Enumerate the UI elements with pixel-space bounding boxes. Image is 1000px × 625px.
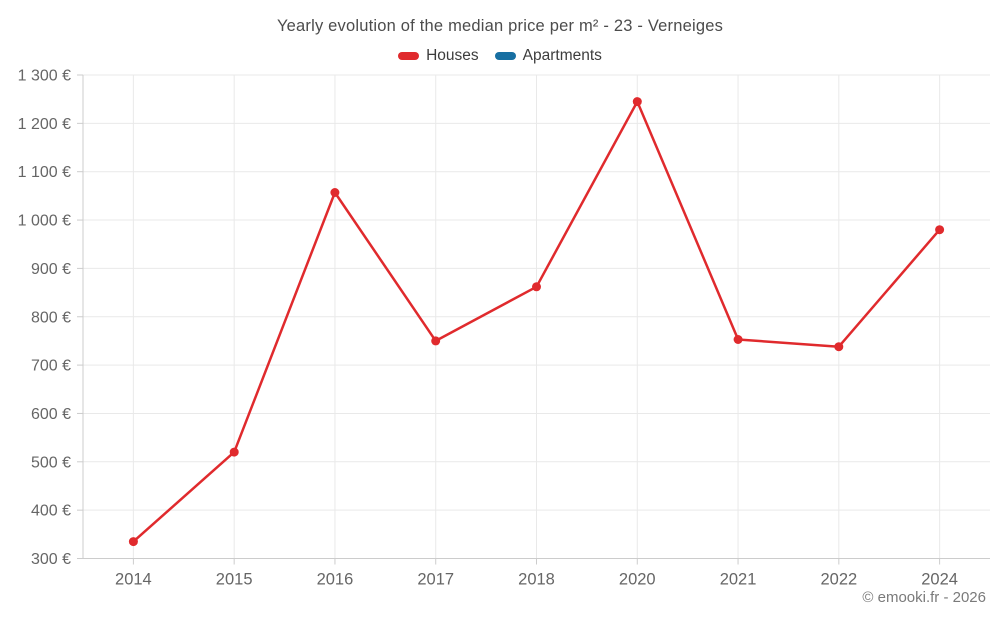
- x-tick-label: 2014: [115, 571, 152, 589]
- y-tick-label: 300 €: [31, 551, 71, 568]
- houses-data-point[interactable]: [431, 336, 441, 346]
- x-tick-label: 2016: [317, 571, 354, 589]
- y-axis-labels: 300 € 400 € 500 € 600 € 700 € 800 € 900 € 1 000…: [18, 68, 71, 569]
- y-tick-label: 1 100 €: [18, 164, 71, 181]
- x-tick-label: 2018: [518, 571, 555, 589]
- houses-data-point[interactable]: [733, 335, 743, 344]
- x-tick-label: 2020: [619, 571, 656, 589]
- y-tick-label: 1 300 €: [18, 68, 71, 85]
- y-tick-label: 1 000 €: [18, 213, 71, 230]
- x-tick-label: 2017: [417, 571, 454, 589]
- chart-legend: Houses Apartments: [0, 47, 1000, 65]
- y-tick-label: 500 €: [31, 454, 71, 471]
- x-tick-label: 2015: [216, 571, 253, 589]
- y-gridlines: [83, 74, 990, 559]
- houses-data-point[interactable]: [330, 188, 340, 197]
- y-tick-label: 700 €: [31, 358, 71, 375]
- y-tick-label: 900 €: [31, 261, 71, 278]
- apartments-legend-label: Apartments: [522, 47, 602, 64]
- x-tick-label: 2021: [720, 571, 757, 589]
- x-tick-label: 2024: [921, 571, 958, 589]
- houses-data-point[interactable]: [532, 282, 541, 292]
- y-tick-label: 800 €: [31, 309, 71, 326]
- x-tick-label: 2022: [820, 571, 857, 589]
- x-axis-labels: 2014 2015 2016 2017 2018 2020 2021 2022 2024: [115, 571, 958, 589]
- legend-item-apartments[interactable]: Apartments: [494, 47, 602, 65]
- y-tick-label: 1 200 €: [18, 116, 71, 133]
- chart-title: Yearly evolution of the median price per…: [276, 17, 724, 35]
- houses-data-point[interactable]: [229, 447, 239, 457]
- apartments-legend-marker: [494, 52, 516, 60]
- houses-legend-marker: [398, 52, 420, 60]
- houses-series: [128, 97, 945, 547]
- houses-data-point[interactable]: [834, 342, 844, 352]
- houses-data-point[interactable]: [128, 537, 138, 547]
- legend-item-houses[interactable]: Houses: [398, 47, 479, 65]
- copyright-text: © emooki.fr - 2026: [862, 589, 986, 606]
- y-tick-label: 400 €: [31, 503, 71, 520]
- houses-data-point[interactable]: [632, 97, 642, 107]
- axes: [77, 74, 990, 565]
- houses-data-point[interactable]: [935, 225, 945, 235]
- y-tick-label: 600 €: [31, 406, 71, 423]
- houses-legend-label: Houses: [426, 47, 479, 64]
